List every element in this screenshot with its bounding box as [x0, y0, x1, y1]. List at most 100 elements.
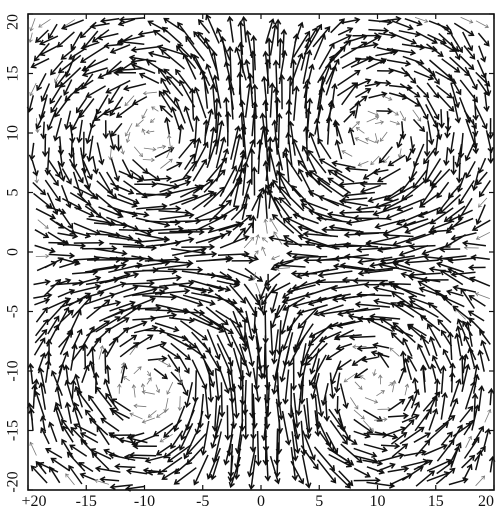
vector-arrowhead	[402, 465, 410, 473]
vector-arrowhead	[473, 363, 480, 371]
vector-shaft	[269, 236, 294, 244]
vector-arrowhead	[304, 30, 311, 37]
vector-arrowhead	[94, 283, 102, 291]
vector-arrowhead	[422, 113, 429, 121]
vector-shaft	[211, 418, 223, 448]
vector-arrowhead	[390, 325, 397, 332]
vector-shaft	[387, 467, 408, 473]
vector-shaft	[364, 35, 381, 46]
vector-shaft	[230, 443, 234, 477]
vector-arrowhead	[344, 434, 351, 442]
vector-arrowhead	[286, 250, 293, 258]
vector-shaft	[461, 455, 475, 469]
vector-shaft	[55, 68, 70, 88]
vector-arrowhead	[423, 92, 430, 99]
vector-shaft	[449, 56, 470, 76]
vector-arrowhead	[182, 335, 189, 342]
vector-shaft	[178, 284, 213, 292]
vector-shaft	[349, 397, 359, 410]
vector-arrowhead	[68, 152, 75, 159]
vector-arrowhead	[210, 442, 217, 449]
vector-shaft	[242, 162, 247, 196]
vector-shaft	[61, 19, 84, 30]
vector-arrowhead	[144, 457, 151, 464]
vector-shaft	[355, 88, 371, 99]
vector-shaft	[330, 34, 352, 46]
vector-shaft	[461, 356, 464, 385]
vector-arrowhead	[330, 285, 338, 292]
vector-arrowhead	[429, 470, 436, 477]
vector-shaft	[238, 343, 251, 377]
vector-shaft	[58, 54, 82, 73]
vector-arrowhead	[131, 99, 139, 106]
vector-shaft	[356, 127, 365, 134]
vector-arrowhead	[342, 438, 348, 445]
vector-shaft	[389, 109, 399, 116]
vector-shaft	[174, 97, 186, 124]
vector-arrowhead	[429, 218, 436, 225]
vector-shaft	[133, 284, 168, 289]
vector-shaft	[391, 20, 413, 30]
vector-shaft	[168, 135, 171, 147]
vector-arrowhead	[173, 96, 180, 104]
vector-arrowhead	[197, 19, 204, 26]
vector-arrowhead	[472, 114, 479, 121]
vector-shaft	[301, 454, 310, 488]
vector-arrowhead	[316, 23, 323, 31]
vector-shaft	[244, 332, 254, 366]
vector-shaft	[290, 405, 299, 439]
vector-shaft	[111, 409, 124, 421]
vector-arrowhead	[347, 313, 355, 320]
vector-arrowhead	[167, 134, 172, 139]
vector-arrowhead	[261, 373, 268, 380]
vector-shaft	[341, 197, 368, 202]
vector-shaft	[261, 283, 278, 305]
vector-arrowhead	[441, 443, 448, 450]
vector-arrowhead	[89, 346, 96, 353]
vector-arrowhead	[157, 469, 164, 475]
vector-arrowhead	[399, 398, 406, 405]
vector-arrowhead	[291, 253, 298, 261]
vector-shaft	[257, 125, 265, 160]
vector-arrowhead	[357, 269, 364, 277]
vector-arrowhead	[407, 354, 413, 362]
vector-shaft	[111, 122, 123, 137]
vector-arrowhead	[160, 340, 168, 348]
vector-arrowhead	[50, 457, 57, 464]
vector-arrowhead	[332, 295, 339, 303]
vector-arrowhead	[69, 444, 76, 451]
vector-shaft	[412, 169, 428, 189]
vector-shaft	[70, 31, 83, 50]
vector-shaft	[184, 106, 194, 132]
vector-arrowhead	[41, 151, 49, 158]
vector-arrowhead	[338, 181, 345, 188]
vector-shaft	[57, 232, 78, 238]
vector-arrowhead	[89, 22, 96, 30]
vector-arrowhead	[304, 433, 312, 440]
vector-shaft	[219, 271, 240, 285]
vector-shaft	[378, 17, 401, 23]
vector-arrowhead	[414, 91, 421, 98]
vector-shaft	[72, 147, 76, 169]
vector-arrowhead	[104, 299, 111, 306]
vector-arrowhead	[249, 446, 257, 453]
vector-arrowhead	[446, 92, 453, 99]
vector-shaft	[354, 79, 371, 88]
vector-shaft	[49, 466, 61, 484]
vector-shaft	[110, 408, 130, 420]
vector-arrowhead	[207, 396, 215, 403]
vector-arrowhead	[369, 262, 376, 269]
vector-shaft	[329, 419, 348, 445]
vector-arrowhead	[345, 461, 353, 468]
vector-arrowhead	[63, 89, 70, 96]
vector-shaft	[462, 31, 473, 51]
vector-arrowhead	[378, 157, 385, 164]
vector-arrowhead	[219, 136, 227, 143]
vector-arrowhead	[256, 365, 264, 372]
vector-arrowhead	[471, 83, 478, 91]
vector-arrowhead	[357, 258, 364, 266]
vector-arrowhead	[184, 287, 191, 295]
vector-arrowhead	[186, 459, 193, 466]
vector-shaft	[84, 266, 119, 273]
vector-shaft	[460, 132, 464, 158]
